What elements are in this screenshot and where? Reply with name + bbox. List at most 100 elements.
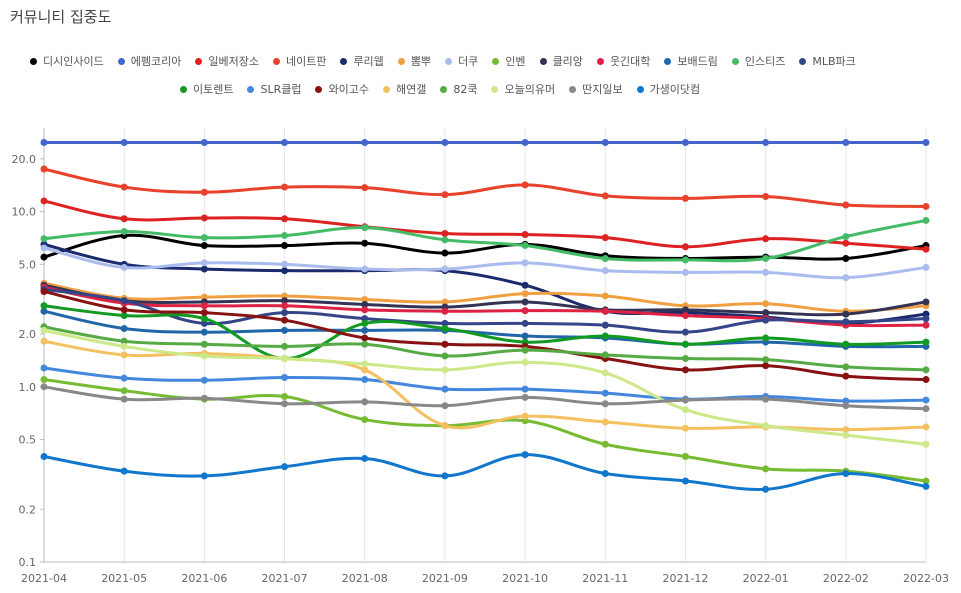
legend-label: MLB파크 xyxy=(812,55,856,68)
legend-item[interactable]: 82쿡 xyxy=(440,81,477,97)
data-point xyxy=(281,309,289,317)
legend-item[interactable]: 오늘의유머 xyxy=(491,81,555,97)
y-tick-label: 0.1 xyxy=(19,556,37,569)
y-tick-label: 20.0 xyxy=(12,153,37,166)
legend-marker xyxy=(340,57,348,65)
legend-item[interactable]: 이토렌트 xyxy=(180,81,233,97)
data-point xyxy=(922,338,930,346)
data-point xyxy=(601,292,609,300)
data-point xyxy=(842,372,850,380)
data-point xyxy=(441,366,449,374)
series-line xyxy=(43,453,927,491)
data-point xyxy=(120,263,128,271)
legend-label: 웃긴대학 xyxy=(609,55,651,68)
legend-item[interactable]: 디시인사이드 xyxy=(30,53,104,69)
data-point xyxy=(361,326,369,334)
legend-item[interactable]: 일베저장소 xyxy=(195,53,259,69)
data-point xyxy=(762,356,770,364)
legend-item[interactable]: 루리웹 xyxy=(340,53,384,69)
data-point xyxy=(361,239,369,247)
legend-label: 디시인사이드 xyxy=(43,55,104,68)
legend-item[interactable]: 해연갤 xyxy=(382,81,426,97)
data-point xyxy=(601,254,609,262)
x-tick-label: 2021-12 xyxy=(662,572,708,585)
data-point xyxy=(40,138,48,146)
legend-item[interactable]: 뽐뿌 xyxy=(397,53,431,69)
legend-marker xyxy=(382,85,390,93)
data-point xyxy=(200,309,208,317)
data-point xyxy=(441,340,449,348)
legend-label: SLR클럽 xyxy=(260,83,302,96)
legend-marker xyxy=(397,57,405,65)
data-point xyxy=(361,306,369,314)
data-point xyxy=(361,224,369,232)
data-point xyxy=(281,342,289,350)
data-point xyxy=(40,287,48,295)
legend-item[interactable]: MLB파크 xyxy=(799,53,856,69)
legend-item[interactable]: 인스티즈 xyxy=(731,53,785,69)
legend-item[interactable]: SLR클럽 xyxy=(247,81,301,97)
series-네이트판 xyxy=(40,165,930,210)
legend-item[interactable]: 클리앙 xyxy=(539,53,583,69)
data-point xyxy=(361,334,369,342)
data-point xyxy=(601,307,609,315)
data-point xyxy=(842,201,850,209)
data-point xyxy=(601,369,609,377)
x-tick-label: 2022-02 xyxy=(823,572,869,585)
data-point xyxy=(281,242,289,250)
data-point xyxy=(281,316,289,324)
data-point xyxy=(681,406,689,414)
data-point xyxy=(200,138,208,146)
legend-item[interactable]: 네이트판 xyxy=(272,53,326,69)
data-point xyxy=(521,451,529,459)
data-point xyxy=(681,328,689,336)
legend-marker xyxy=(596,57,604,65)
legend-item[interactable]: 웃긴대학 xyxy=(596,53,651,69)
legend-item[interactable]: 인벤 xyxy=(492,53,526,69)
data-point xyxy=(842,138,850,146)
data-point xyxy=(441,319,449,327)
data-point xyxy=(681,306,689,314)
data-point xyxy=(120,387,128,395)
legend-marker xyxy=(445,57,453,65)
data-point xyxy=(200,315,208,323)
legend-marker xyxy=(664,57,672,65)
legend-marker xyxy=(272,57,280,65)
data-point xyxy=(120,183,128,191)
data-point xyxy=(441,385,449,393)
data-point xyxy=(521,346,529,354)
legend-item[interactable]: 와이고수 xyxy=(315,81,369,97)
data-point xyxy=(361,265,369,273)
data-point xyxy=(120,306,128,314)
data-point xyxy=(922,423,930,431)
data-point xyxy=(120,227,128,235)
legend-item[interactable]: 더쿠 xyxy=(445,53,478,69)
legend-item[interactable]: 가생이닷컴 xyxy=(636,81,700,97)
data-point xyxy=(842,310,850,318)
data-point xyxy=(200,340,208,348)
data-point xyxy=(681,340,689,348)
data-point xyxy=(361,360,369,368)
data-point xyxy=(441,298,449,306)
data-point xyxy=(40,165,48,173)
y-tick-label: 5.0 xyxy=(19,258,37,271)
legend-label: 보배드림 xyxy=(677,55,718,68)
data-point xyxy=(842,274,850,282)
data-point xyxy=(762,465,770,473)
data-point xyxy=(281,232,289,240)
data-point xyxy=(842,431,850,439)
data-point xyxy=(200,328,208,336)
data-point xyxy=(922,298,930,306)
legend-item[interactable]: 보배드림 xyxy=(664,53,718,69)
data-point xyxy=(40,244,48,252)
data-point xyxy=(601,351,609,359)
data-point xyxy=(40,376,48,384)
data-point xyxy=(922,482,930,490)
legend-label: 이토렌트 xyxy=(193,83,234,96)
data-point xyxy=(361,138,369,146)
series-딴지일보 xyxy=(40,383,930,413)
data-point xyxy=(441,352,449,360)
legend-item[interactable]: 딴지일보 xyxy=(569,81,623,97)
legend-item[interactable]: 에펨코리아 xyxy=(117,53,181,69)
